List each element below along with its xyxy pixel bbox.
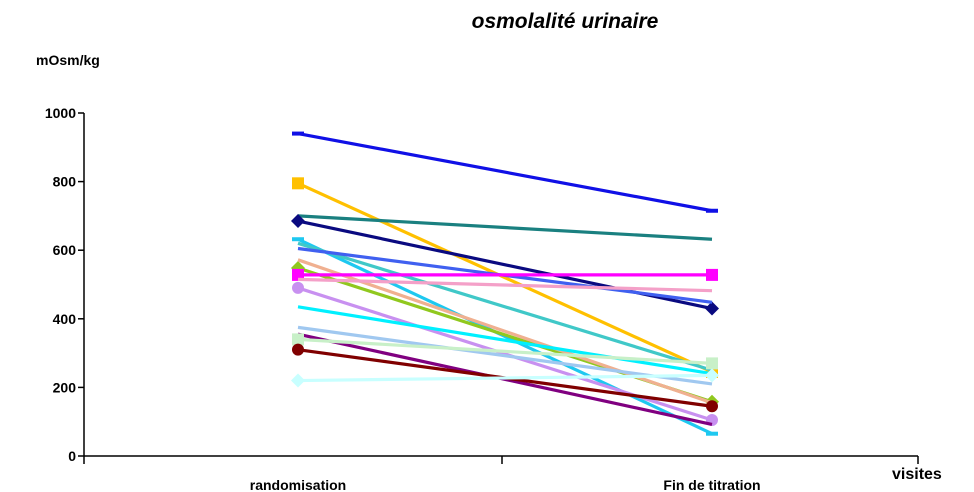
data-point: [706, 400, 718, 413]
data-point: [292, 281, 304, 294]
series-line-18: [297, 373, 713, 383]
data-point: [292, 343, 304, 356]
y-axis-label: mOsm/kg: [36, 52, 100, 68]
series-line-9: [297, 258, 713, 405]
chart-title: osmolalité urinaire: [471, 10, 659, 33]
y-tick-label: 600: [53, 242, 77, 258]
data-point: [292, 333, 304, 346]
data-point: [291, 214, 305, 229]
series-line-2: [297, 181, 713, 374]
y-tick-label: 400: [53, 311, 77, 327]
data-point: [706, 268, 718, 281]
series-line-13: [297, 305, 713, 376]
series-line-3: [297, 214, 713, 241]
data-point: [705, 301, 719, 316]
data-point: [292, 177, 304, 190]
series-line-11: [297, 277, 713, 293]
y-tick-label: 0: [68, 448, 76, 464]
series-line-1: [297, 132, 713, 213]
y-tick-label: 1000: [45, 105, 76, 121]
x-tick-label: Fin de titration: [663, 477, 760, 492]
series-line-14: [297, 325, 713, 386]
y-tick-label: 200: [53, 379, 77, 395]
y-tick-label: 800: [53, 174, 77, 190]
x-axis-label: visites: [892, 466, 942, 483]
data-point: [706, 357, 718, 370]
axes: 0 200 400 600 800 1000 randomisation Fin de tit…: [45, 105, 919, 492]
series-line-6: [297, 241, 713, 372]
data-point: [291, 373, 305, 388]
series-line-16: [297, 337, 713, 365]
series-layer: [291, 131, 719, 436]
data-point: [705, 368, 719, 383]
x-tick-label: randomisation: [250, 477, 346, 492]
